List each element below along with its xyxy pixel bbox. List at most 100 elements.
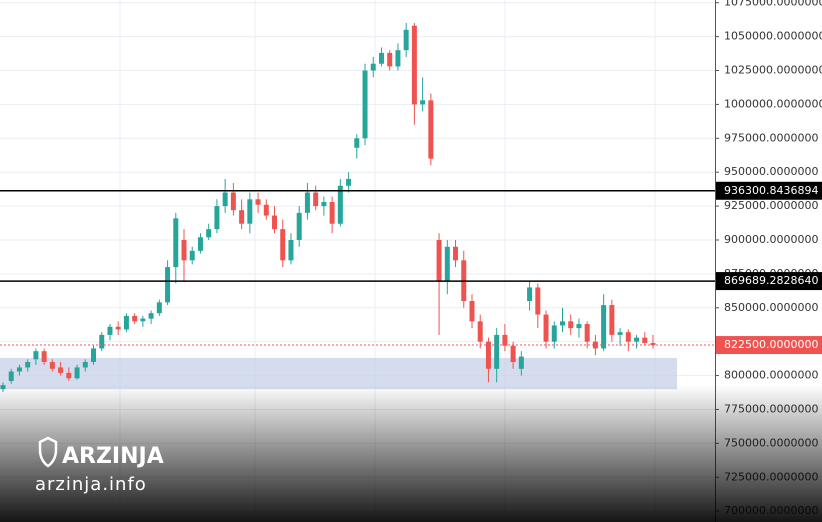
candle-body (222, 192, 228, 207)
candle-body (33, 351, 39, 360)
candle-body (617, 332, 623, 335)
candle-body (387, 52, 393, 67)
candle-body (123, 315, 129, 330)
candle-body (165, 267, 171, 303)
candle-body (543, 314, 549, 342)
last-price-label: 822500.0000000 (724, 338, 818, 351)
candle-body (74, 367, 80, 379)
candle-body (304, 192, 310, 213)
candle-body (609, 305, 615, 335)
zone (0, 357, 677, 390)
last-price-box (716, 336, 822, 355)
logo: ARZINJA arzinja.info (35, 436, 164, 495)
candle-body (535, 287, 541, 315)
candle-body (494, 334, 500, 369)
candle-body (370, 63, 376, 71)
logo-shield (38, 436, 58, 468)
y-tick-label: 900000.0000000 (724, 233, 818, 246)
candle-body (559, 321, 565, 326)
candle-body (601, 305, 607, 349)
candle-body (551, 325, 557, 342)
candle-body (239, 210, 245, 224)
candle-body (313, 192, 319, 207)
candle-body (41, 351, 47, 363)
candle-body (568, 321, 574, 329)
candle-body (403, 29, 409, 51)
candle-body (346, 178, 352, 186)
candle-body (592, 341, 598, 349)
candle-body (280, 229, 286, 261)
candle-body (362, 70, 368, 139)
candle-body (420, 100, 426, 105)
candle-body (296, 212, 302, 240)
candle-body (444, 246, 450, 281)
candle-body (436, 239, 442, 281)
candle-body (272, 215, 278, 230)
candle-body (8, 371, 14, 381)
candle-body (107, 326, 113, 335)
candle-body (173, 218, 179, 268)
level-label-box (716, 181, 822, 200)
candle-body (140, 318, 146, 322)
candle-body (230, 192, 236, 211)
candle-body (247, 199, 253, 224)
y-tick-label: 925000.0000000 (724, 199, 818, 212)
candle-body (91, 348, 97, 363)
brand: ARZINJA (62, 444, 164, 469)
y-tick-label: 1075000.0000000 (724, 0, 822, 9)
candle-body (453, 246, 459, 261)
candle-body (395, 50, 401, 67)
candle-body (181, 239, 187, 261)
candle-body (197, 237, 203, 251)
level-label: 869689.2828640 (724, 274, 818, 287)
candle-body (329, 202, 335, 224)
y-tick-label: 1025000.0000000 (724, 64, 822, 77)
candle-body (66, 372, 72, 379)
candle-body (255, 199, 261, 205)
y-tick-label: 975000.0000000 (724, 131, 818, 144)
candle-body (485, 341, 491, 369)
candle-body (49, 362, 55, 369)
candle-body (477, 321, 483, 342)
candle-body (132, 315, 138, 322)
candle-body (650, 343, 656, 346)
y-tick-label: 800000.0000000 (724, 369, 818, 382)
plot-layer (0, 23, 715, 392)
candle-body (156, 302, 162, 314)
y-tick-label: 950000.0000000 (724, 165, 818, 178)
candle-body (642, 337, 648, 344)
candle-body (206, 229, 212, 238)
candle-body (518, 356, 524, 369)
candle-body (99, 334, 105, 349)
candle-body (321, 202, 327, 207)
candle-body (411, 25, 417, 105)
candle-body (16, 367, 22, 372)
candle-body (634, 337, 640, 342)
level-label-box (716, 272, 822, 291)
candle-body (115, 326, 121, 330)
candle-body (288, 239, 294, 261)
candle-body (354, 138, 360, 148)
candle-body (576, 324, 582, 329)
candle-body (378, 52, 384, 64)
candle-body (148, 313, 154, 319)
candle-body (584, 324, 590, 342)
candle-body (510, 345, 516, 363)
level-label: 936300.8436894 (724, 184, 818, 197)
candle-body (82, 362, 88, 368)
candle-body (428, 100, 434, 159)
candle-body (214, 206, 220, 230)
candle-body (527, 287, 533, 301)
candle-body (502, 334, 508, 346)
candle-body (25, 362, 31, 368)
candle-body (263, 204, 269, 216)
candle-body (58, 367, 64, 373)
candle-body (469, 300, 475, 322)
axis-layer: 700000.0000000725000.0000000750000.00000… (715, 0, 822, 517)
site: arzinja.info (35, 474, 147, 495)
y-tick-label: 1000000.0000000 (724, 97, 822, 110)
bottom-fade (0, 385, 822, 522)
candle-body (625, 332, 631, 342)
